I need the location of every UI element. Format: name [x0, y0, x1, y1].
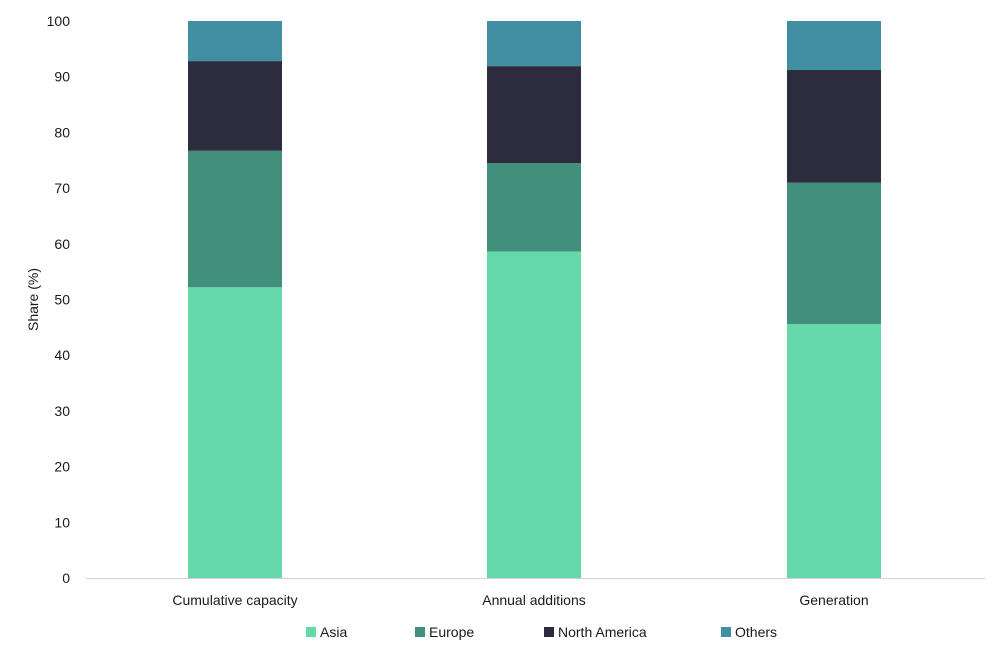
bar-segment-annual-additions-others — [487, 21, 581, 67]
y-tick-label: 30 — [54, 403, 70, 419]
legend: Asia Europe North America Others — [306, 624, 777, 640]
y-tick-label: 60 — [54, 236, 70, 252]
legend-swatch — [721, 627, 731, 637]
legend-swatch — [415, 627, 425, 637]
bar-segment-cumulative-capacity-europe — [188, 150, 282, 288]
bar-segment-cumulative-capacity-north-america — [188, 61, 282, 151]
bar-segment-annual-additions-europe — [487, 163, 581, 252]
bar-segment-cumulative-capacity-asia — [188, 287, 282, 578]
legend-item-asia: Asia — [306, 624, 347, 640]
x-category-label: Cumulative capacity — [172, 592, 297, 608]
bar-segment-cumulative-capacity-others — [188, 21, 282, 62]
y-tick-label: 80 — [54, 124, 70, 140]
y-tick-label: 10 — [54, 514, 70, 530]
y-tick-label: 50 — [54, 292, 70, 308]
legend-label: Others — [735, 624, 777, 640]
x-axis-ticks: Cumulative capacity Annual additions Gener… — [172, 592, 868, 608]
y-axis-ticks: 0 10 20 30 40 50 60 70 80 90 100 — [47, 13, 71, 586]
y-tick-label: 100 — [47, 13, 71, 29]
legend-swatch — [544, 627, 554, 637]
y-tick-label: 40 — [54, 347, 70, 363]
bars-layer — [188, 21, 881, 578]
legend-item-europe: Europe — [415, 624, 474, 640]
y-tick-label: 0 — [62, 570, 70, 586]
legend-item-north-america: North America — [544, 624, 647, 640]
legend-swatch — [306, 627, 316, 637]
x-category-label: Generation — [799, 592, 868, 608]
y-tick-label: 70 — [54, 180, 70, 196]
bar-segment-generation-others — [787, 21, 881, 71]
y-axis-title: Share (%) — [25, 268, 41, 331]
y-tick-label: 90 — [54, 69, 70, 85]
legend-label: Asia — [320, 624, 347, 640]
y-tick-label: 20 — [54, 459, 70, 475]
legend-item-others: Others — [721, 624, 777, 640]
bar-segment-generation-europe — [787, 182, 881, 325]
x-category-label: Annual additions — [482, 592, 586, 608]
legend-label: Europe — [429, 624, 474, 640]
bar-segment-annual-additions-north-america — [487, 66, 581, 164]
bar-segment-generation-north-america — [787, 70, 881, 183]
bar-segment-generation-asia — [787, 324, 881, 578]
bar-segment-annual-additions-asia — [487, 251, 581, 578]
legend-label: North America — [558, 624, 647, 640]
